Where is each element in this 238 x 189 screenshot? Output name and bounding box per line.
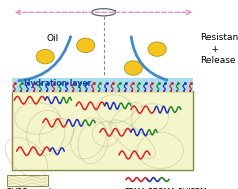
FancyArrowPatch shape xyxy=(19,37,71,81)
Bar xyxy=(7,175,48,186)
Bar xyxy=(12,78,193,92)
Circle shape xyxy=(36,50,54,64)
Circle shape xyxy=(124,61,142,75)
Circle shape xyxy=(77,38,95,53)
Text: PBMA-PEGMA-PHIFBM: PBMA-PEGMA-PHIFBM xyxy=(124,188,207,189)
Bar xyxy=(12,91,193,170)
Text: PVDF membrane: PVDF membrane xyxy=(7,188,71,189)
FancyArrowPatch shape xyxy=(131,37,167,80)
Text: Hydration layer: Hydration layer xyxy=(24,79,91,88)
Text: Oil: Oil xyxy=(46,34,59,43)
Text: Resistant
    +
Release: Resistant + Release xyxy=(200,33,238,65)
Circle shape xyxy=(148,42,166,56)
